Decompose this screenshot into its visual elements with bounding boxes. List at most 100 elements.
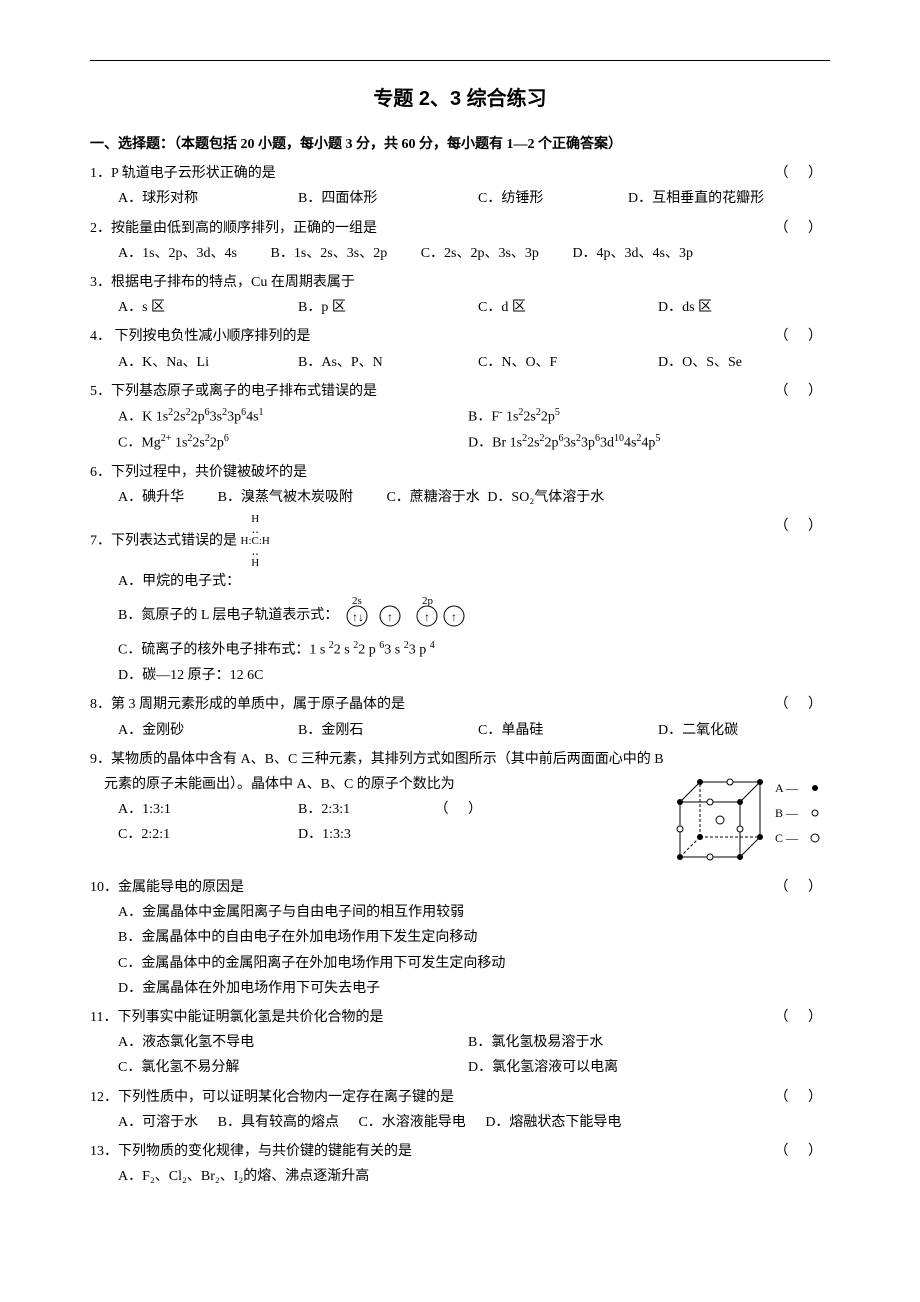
q9-opt-d: D．1:3:3 — [298, 822, 351, 847]
q5-opt-b: B．F- 1s22s22p5 — [468, 404, 560, 430]
svg-text:↑: ↑ — [451, 610, 457, 624]
q8-opt-a: A．金刚砂 — [118, 718, 268, 743]
q3-stem: 3．根据电子排布的特点，Cu 在周期表属于 — [90, 275, 355, 290]
q1-opt-b: B．四面体形 — [298, 186, 448, 211]
q11-opt-c: C．氯化氢不易分解 — [118, 1055, 438, 1080]
q5-opt-d: D．Br 1s22s22p63s23p63d104s24p5 — [468, 430, 660, 456]
answer-paren: （ ） — [775, 1139, 831, 1164]
question-6: 6．下列过程中，共价键被破坏的是 A．碘升华 B．溴蒸气被木炭吸附 C．蔗糖溶于… — [90, 460, 830, 510]
q9-opt-c: C．2:2:1 — [118, 822, 268, 847]
question-10: 10．金属能导电的原因是 （ ） A．金属晶体中金属阳离子与自由电子间的相互作用较… — [90, 875, 830, 1001]
q6-opt-c: C．蔗糖溶于水 — [386, 485, 479, 510]
question-13: 13．下列物质的变化规律，与共价键的键能有关的是 （ ） A．F₂、Cl₂、Br₂… — [90, 1139, 830, 1189]
q9-stem2: 元素的原子未能画出）。晶体中 A、B、C 的原子个数比为 — [104, 777, 455, 792]
answer-paren: （ ） — [775, 692, 831, 717]
q6-opt-d: D．SO₂气体溶于水 — [487, 485, 604, 510]
q5-opt-c: C．Mg2+ 1s22s22p6 — [118, 430, 438, 456]
q4-opt-c: C．N、O、F — [478, 350, 628, 375]
svg-text:↑↓: ↑↓ — [352, 610, 364, 624]
question-11: 11．下列事实中能证明氯化氢是共价化合物的是 （ ） A．液态氯化氢不导电 B．氯… — [90, 1005, 830, 1081]
q12-opt-a: A．可溶于水 — [118, 1110, 198, 1135]
q8-stem: 8．第 3 周期元素形成的单质中，属于原子晶体的是 — [90, 697, 405, 712]
section-header: 一、选择题：（本题包括 20 小题，每小题 3 分，共 60 分，每小题有 1—… — [90, 132, 830, 157]
q13-opt-a: A．F₂、Cl₂、Br₂、I₂的熔、沸点逐渐升高 — [90, 1164, 830, 1189]
q7-opt-b: B．氮原子的 L 层电子轨道表示式： — [118, 608, 338, 623]
q4-stem: 4． 下列按电负性减小顺序排列的是 — [90, 329, 311, 344]
q7-opt-d: D．碳—12 原子：12 6C — [118, 668, 263, 683]
question-4: 4． 下列按电负性减小顺序排列的是（ ） A．K、Na、Li B．As、P、N … — [90, 324, 830, 374]
q4-opt-a: A．K、Na、Li — [118, 350, 268, 375]
answer-paren: （ ） — [435, 797, 491, 822]
question-3: 3．根据电子排布的特点，Cu 在周期表属于 A．s 区 B．p 区 C．d 区 … — [90, 270, 830, 320]
q3-opt-a: A．s 区 — [118, 295, 268, 320]
page-title: 专题 2、3 综合练习 — [90, 81, 830, 117]
q6-opt-a: A．碘升华 — [118, 485, 184, 510]
question-2: 2．按能量由低到高的顺序排列，正确的一组是 （ ） A．1s、2p、3d、4s B… — [90, 216, 830, 266]
q12-opt-b: B．具有较高的熔点 — [218, 1110, 339, 1135]
top-rule — [90, 60, 830, 61]
q13-stem: 13．下列物质的变化规律，与共价键的键能有关的是 — [90, 1144, 412, 1159]
q2-opt-d: D．4p、3d、4s、3p — [572, 241, 693, 266]
q11-opt-b: B．氯化氢极易溶于水 — [468, 1030, 603, 1055]
question-12: 12．下列性质中，可以证明某化合物内一定存在离子键的是 （ ） A．可溶于水 B．… — [90, 1085, 830, 1135]
question-1: 1．P 轨道电子云形状正确的是 （ ） A．球形对称 B．四面体形 C．纺锤形 D… — [90, 161, 830, 211]
q12-opt-d: D．熔融状态下能导电 — [485, 1110, 621, 1135]
svg-text:C —: C — — [775, 831, 799, 845]
q1-opt-d: D．互相垂直的花瓣形 — [628, 186, 764, 211]
answer-paren: （ ） — [775, 379, 831, 404]
question-5: 5．下列基态原子或离子的电子排布式错误的是 （ ） A．K 1s22s22p63s… — [90, 379, 830, 456]
q9-opt-b: B．2:3:1 — [298, 797, 350, 822]
svg-text:↑: ↑ — [387, 610, 393, 624]
answer-paren: （ ） — [775, 1085, 831, 1110]
q1-opt-a: A．球形对称 — [118, 186, 268, 211]
q9-opt-a: A．1:3:1 — [118, 797, 268, 822]
q2-opt-b: B．1s、2s、3s、2p — [271, 241, 388, 266]
question-7: 7．下列表达式错误的是 H ‥ H:C:H ‥ H （ ） A．甲烷的电子式： … — [90, 514, 830, 688]
q2-opt-c: C．2s、2p、3s、3p — [421, 241, 539, 266]
svg-text:A —: A — — [775, 781, 799, 795]
q3-opt-b: B．p 区 — [298, 295, 448, 320]
question-8: 8．第 3 周期元素形成的单质中，属于原子晶体的是 （ ） A．金刚砂 B．金刚石… — [90, 692, 830, 742]
q7-opt-a: A．甲烷的电子式： — [118, 574, 240, 589]
q10-stem: 10．金属能导电的原因是 — [90, 880, 244, 895]
answer-paren: （ ） — [775, 161, 831, 186]
q12-opt-c: C．水溶液能导电 — [358, 1110, 465, 1135]
svg-text:B —: B — — [775, 806, 799, 820]
q11-opt-d: D．氯化氢溶液可以电离 — [468, 1055, 618, 1080]
answer-paren: （ ） — [775, 875, 831, 900]
q8-opt-d: D．二氧化碳 — [658, 718, 738, 743]
q6-stem: 6．下列过程中，共价键被破坏的是 — [90, 465, 307, 480]
q3-opt-c: C．d 区 — [478, 295, 628, 320]
q10-opt-d: D．金属晶体在外加电场作用下可失去电子 — [90, 976, 830, 1001]
orbital-diagram-icon: 2s ↑↓ ↑ 2p ↑ ↑ — [342, 594, 482, 637]
q3-opt-d: D．ds 区 — [658, 295, 712, 320]
q5-opt-a: A．K 1s22s22p63s23p64s1 — [118, 404, 438, 430]
q1-stem: 1．P 轨道电子云形状正确的是 — [90, 166, 276, 181]
question-9: 9．某物质的晶体中含有 A、B、C 三种元素，其排列方式如图所示（其中前后两面面… — [90, 747, 830, 871]
q7-opt-c: C．硫离子的核外电子排布式：1 s 22 s 22 p 63 s 23 p 4 — [90, 637, 830, 663]
q2-opt-a: A．1s、2p、3d、4s — [118, 241, 237, 266]
q10-opt-c: C．金属晶体中的金属阳离子在外加电场作用下可发生定向移动 — [90, 951, 830, 976]
q4-opt-d: D．O、S、Se — [658, 350, 742, 375]
svg-text:2s: 2s — [352, 595, 362, 607]
q8-opt-b: B．金刚石 — [298, 718, 448, 743]
answer-paren: （ ） — [775, 1005, 831, 1030]
svg-text:↑: ↑ — [424, 610, 430, 624]
answer-paren: （ ） — [775, 514, 831, 539]
answer-paren: （ ） — [775, 216, 831, 241]
q6-opt-b: B．溴蒸气被木炭吸附 — [218, 485, 353, 510]
q12-stem: 12．下列性质中，可以证明某化合物内一定存在离子键的是 — [90, 1090, 454, 1105]
q1-opt-c: C．纺锤形 — [478, 186, 598, 211]
q5-stem: 5．下列基态原子或离子的电子排布式错误的是 — [90, 384, 377, 399]
svg-text:2p: 2p — [422, 595, 434, 607]
q10-opt-a: A．金属晶体中金属阳离子与自由电子间的相互作用较弱 — [90, 900, 830, 925]
q9-stem1: 9．某物质的晶体中含有 A、B、C 三种元素，其排列方式如图所示（其中前后两面面… — [90, 752, 664, 767]
q4-opt-b: B．As、P、N — [298, 350, 448, 375]
q10-opt-b: B．金属晶体中的自由电子在外加电场作用下发生定向移动 — [90, 925, 830, 950]
q11-stem: 11．下列事实中能证明氯化氢是共价化合物的是 — [90, 1010, 383, 1025]
q2-stem: 2．按能量由低到高的顺序排列，正确的一组是 — [90, 221, 377, 236]
methane-icon: H ‥ H:C:H ‥ H — [241, 514, 270, 569]
q7-stem: 7．下列表达式错误的是 — [90, 534, 237, 549]
q11-opt-a: A．液态氯化氢不导电 — [118, 1030, 438, 1055]
answer-paren: （ ） — [775, 324, 831, 349]
